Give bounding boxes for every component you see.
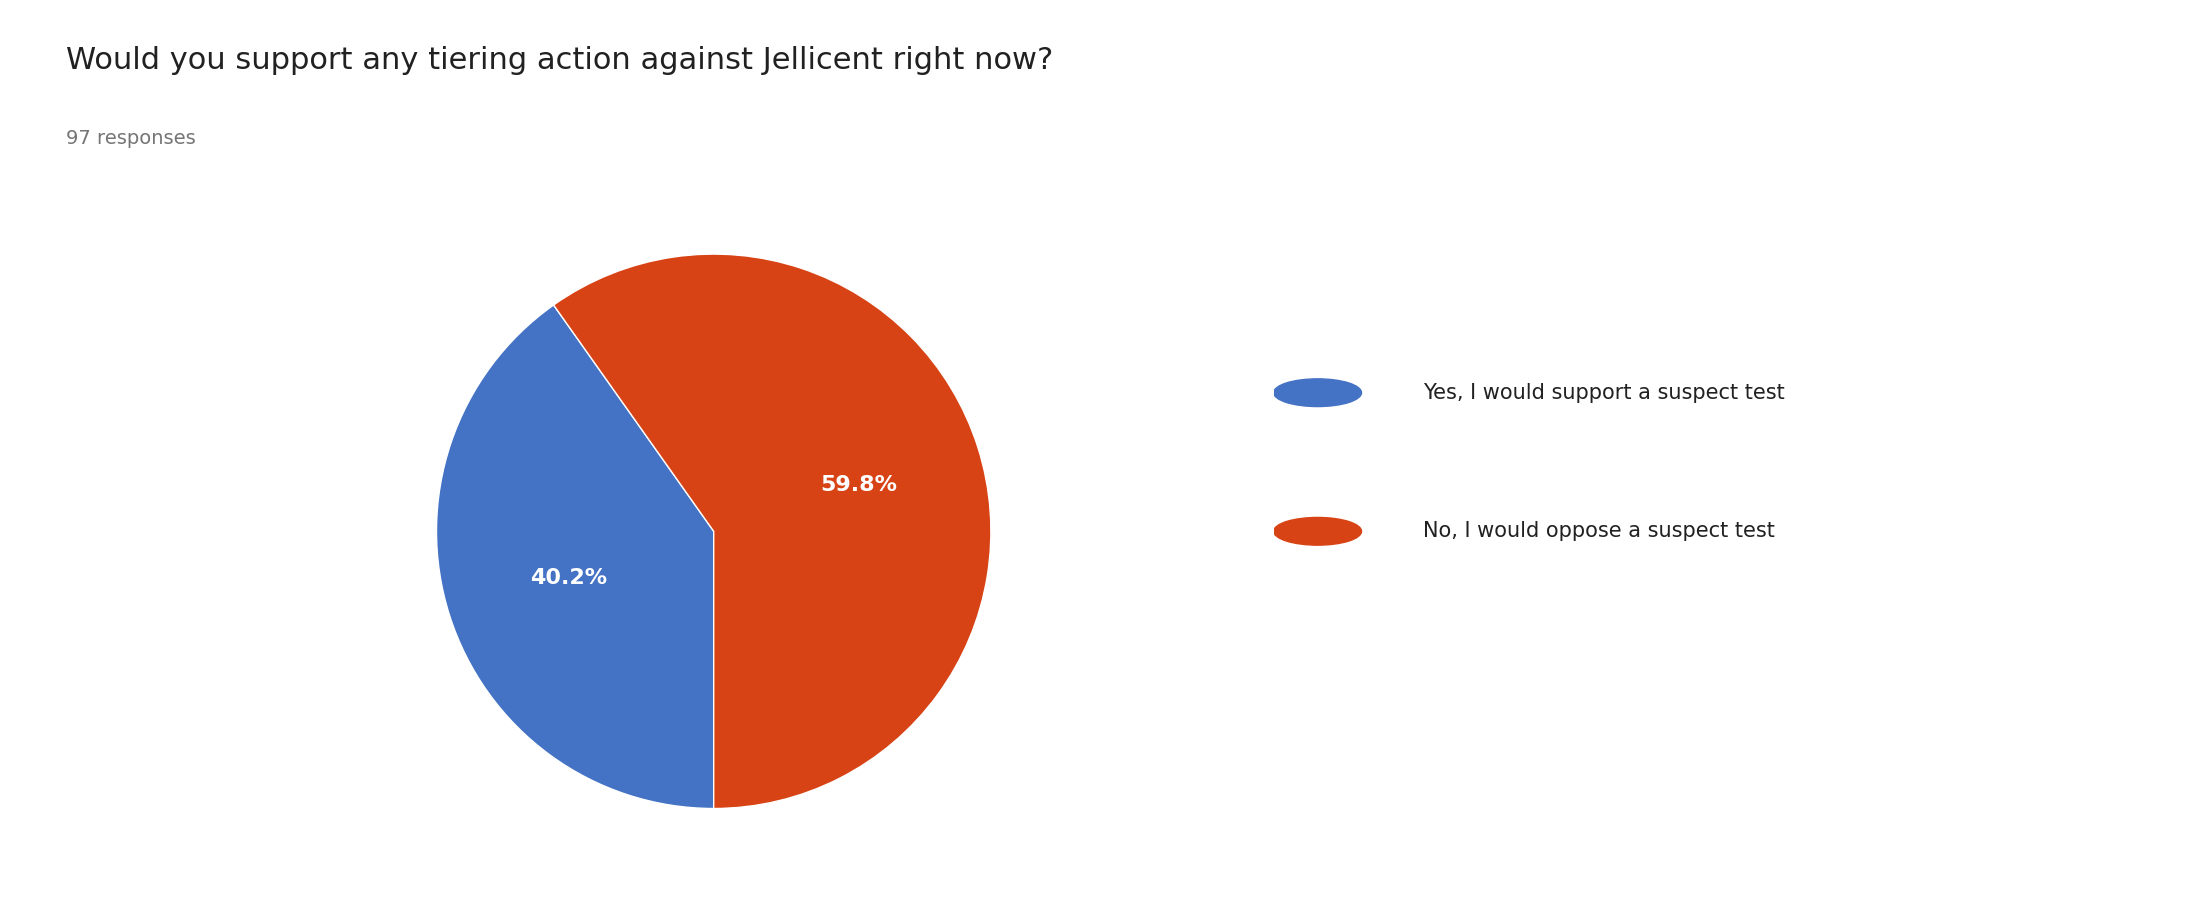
Text: 97 responses: 97 responses (66, 129, 195, 149)
Text: 40.2%: 40.2% (529, 567, 606, 588)
Text: No, I would oppose a suspect test: No, I would oppose a suspect test (1423, 521, 1774, 541)
Circle shape (1274, 517, 1362, 545)
Text: 59.8%: 59.8% (821, 475, 898, 495)
Text: Would you support any tiering action against Jellicent right now?: Would you support any tiering action aga… (66, 46, 1054, 75)
Circle shape (1274, 379, 1362, 407)
Wedge shape (437, 305, 714, 808)
Wedge shape (553, 254, 990, 808)
Text: Yes, I would support a suspect test: Yes, I would support a suspect test (1423, 383, 1785, 403)
